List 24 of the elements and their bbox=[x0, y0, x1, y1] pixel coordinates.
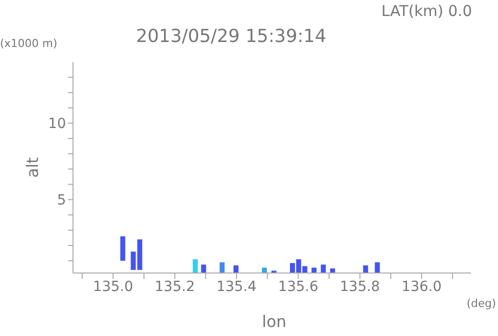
x-tick-label: 135.8 bbox=[340, 278, 380, 295]
x-tick-label: 135.4 bbox=[216, 278, 257, 295]
bar bbox=[234, 265, 239, 273]
chart-subtitle: LAT(km) 0.0 bbox=[381, 2, 472, 20]
x-axis-title: lon bbox=[262, 312, 286, 331]
bar bbox=[220, 262, 225, 273]
bar bbox=[374, 262, 380, 273]
bar bbox=[201, 264, 206, 273]
x-tick-label: 135.2 bbox=[154, 278, 195, 295]
bar bbox=[312, 268, 317, 273]
bar bbox=[320, 264, 326, 273]
bar bbox=[192, 259, 198, 273]
y-axis-title: alt bbox=[22, 157, 42, 178]
x-tick-label: 136.0 bbox=[402, 278, 442, 295]
x-tick-label: 135.6 bbox=[278, 278, 318, 295]
x-tick-label: 135.0 bbox=[93, 278, 134, 295]
text: (x1000 m) bbox=[0, 37, 58, 50]
y-tick-label: 5 bbox=[57, 192, 66, 209]
bar bbox=[120, 236, 126, 261]
bar bbox=[363, 265, 368, 273]
bar bbox=[262, 268, 267, 273]
y-tick-label: 10 bbox=[48, 116, 66, 132]
text: (deg) bbox=[466, 297, 496, 310]
chart-title: 2013/05/29 15:39:14 bbox=[136, 26, 326, 47]
